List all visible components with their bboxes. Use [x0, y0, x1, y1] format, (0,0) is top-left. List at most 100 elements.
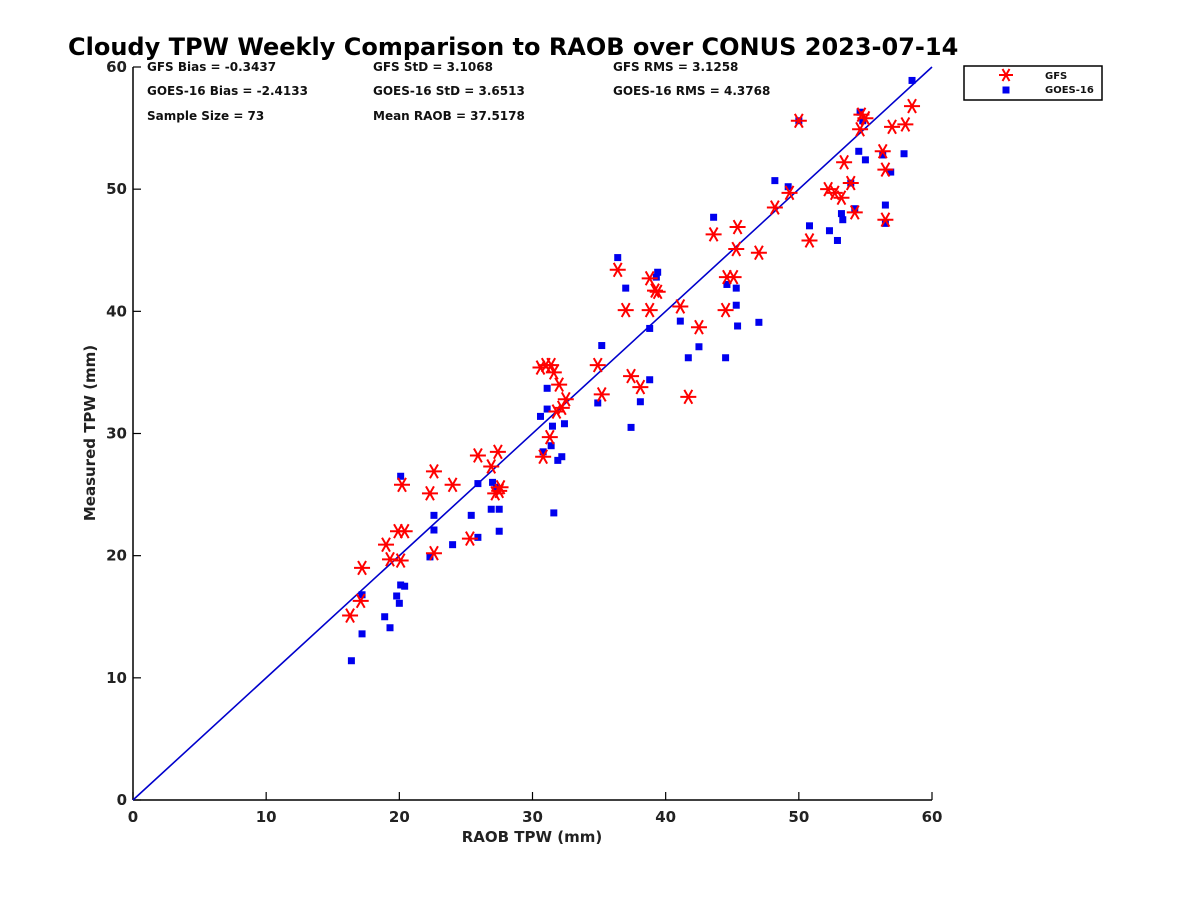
goes16-point [543, 384, 551, 392]
gfs-point [897, 116, 914, 132]
goes16-point [558, 453, 566, 461]
goes16-point [755, 318, 763, 326]
x-axis-label: RAOB TPW (mm) [462, 828, 603, 846]
gfs-point [382, 551, 399, 567]
gfs-point [833, 190, 850, 206]
gfs-point [672, 299, 689, 314]
gfs-point [836, 154, 853, 170]
goes16-point [489, 478, 497, 486]
goes16-point [771, 177, 779, 185]
gfs-point [842, 175, 859, 191]
goes16-point [900, 150, 908, 158]
goes16-point [695, 343, 703, 351]
gfs-point [557, 391, 574, 407]
gfs-point [717, 302, 734, 318]
goes16-point [881, 219, 889, 227]
gfs-point [609, 262, 626, 278]
goes16-point [543, 405, 551, 413]
goes16-point [636, 398, 644, 406]
gfs-point [425, 463, 442, 479]
gfs-point [728, 241, 745, 257]
gfs-point [617, 302, 634, 318]
goes16-point [881, 201, 889, 209]
gfs-point [705, 226, 722, 242]
gfs-point [632, 379, 649, 395]
gfs-point [425, 545, 442, 561]
one-to-one-line [132, 66, 933, 801]
statistics-block: GFS Bias = -0.3437 GFS StD = 3.1068 GFS … [147, 60, 770, 123]
gfs-point [551, 377, 568, 393]
legend-gfs-asterisk [999, 68, 1013, 82]
goes16-point [560, 420, 568, 428]
gfs-point [342, 608, 359, 623]
gfs-point [647, 283, 664, 298]
goes16-point [710, 213, 718, 221]
y-tick-label: 30 [106, 425, 127, 443]
goes16-point [474, 480, 482, 488]
y-tick-label: 60 [106, 58, 127, 76]
legend-goes16-label: GOES-16 [1045, 85, 1094, 96]
one-to-one-line-path [132, 66, 933, 801]
goes16-point [855, 147, 863, 155]
goes16-point [732, 301, 740, 309]
goes16-point [594, 399, 602, 407]
goes16-point [825, 227, 833, 235]
goes16-point [401, 582, 409, 590]
goes16-point [646, 324, 654, 332]
goes16-point [381, 613, 389, 621]
x-tick-label: 40 [655, 808, 676, 826]
goes16-point [654, 268, 662, 276]
gfs-point [680, 389, 697, 405]
legend-gfs-marker [999, 68, 1013, 82]
gfs-point [852, 121, 869, 137]
gfs-point [781, 185, 798, 201]
goes16-bias: GOES-16 Bias = -2.4133 [147, 84, 308, 98]
gfs-point [641, 302, 658, 318]
goes16-point [347, 657, 355, 665]
goes16-point [879, 151, 887, 159]
goes16-point [908, 76, 916, 84]
goes16-point [851, 205, 859, 213]
goes16-point [449, 541, 457, 549]
x-tick-label: 10 [256, 808, 277, 826]
goes16-point [734, 322, 742, 330]
goes16-point [358, 591, 366, 599]
goes16-point [536, 412, 544, 420]
gfs-point [725, 269, 742, 285]
goes16-point [539, 448, 547, 456]
gfs-point [649, 284, 666, 300]
goes16-point [467, 511, 475, 519]
gfs-point [378, 537, 395, 553]
goes16-point [861, 156, 869, 164]
gfs-point [541, 429, 558, 445]
goes16-point [627, 423, 635, 431]
x-tick-label: 0 [128, 808, 138, 826]
gfs-point [461, 531, 478, 546]
gfs-rms: GFS RMS = 3.1258 [613, 60, 738, 74]
gfs-point [790, 113, 807, 129]
gfs-point [766, 200, 783, 215]
gfs-point [593, 386, 610, 402]
gfs-point [483, 459, 500, 474]
gfs-point [444, 477, 461, 493]
goes16-point [805, 222, 813, 230]
x-tick-label: 50 [788, 808, 809, 826]
sample-size: Sample Size = 73 [147, 109, 264, 123]
gfs-point [750, 245, 767, 261]
gfs-point [884, 119, 901, 135]
goes16-point [495, 505, 503, 513]
goes16-point [395, 599, 403, 607]
gfs-point [877, 162, 894, 178]
goes16-point [474, 533, 482, 541]
gfs-point [421, 485, 438, 501]
goes16-point [430, 526, 438, 534]
goes16-rms: GOES-16 RMS = 4.3768 [613, 84, 770, 98]
gfs-point [535, 449, 552, 465]
goes16-point [652, 273, 660, 281]
goes16-point [837, 210, 845, 218]
goes16-point [397, 472, 405, 480]
y-tick-label: 20 [106, 547, 127, 565]
gfs-point [623, 368, 640, 384]
gfs-point [857, 110, 874, 126]
